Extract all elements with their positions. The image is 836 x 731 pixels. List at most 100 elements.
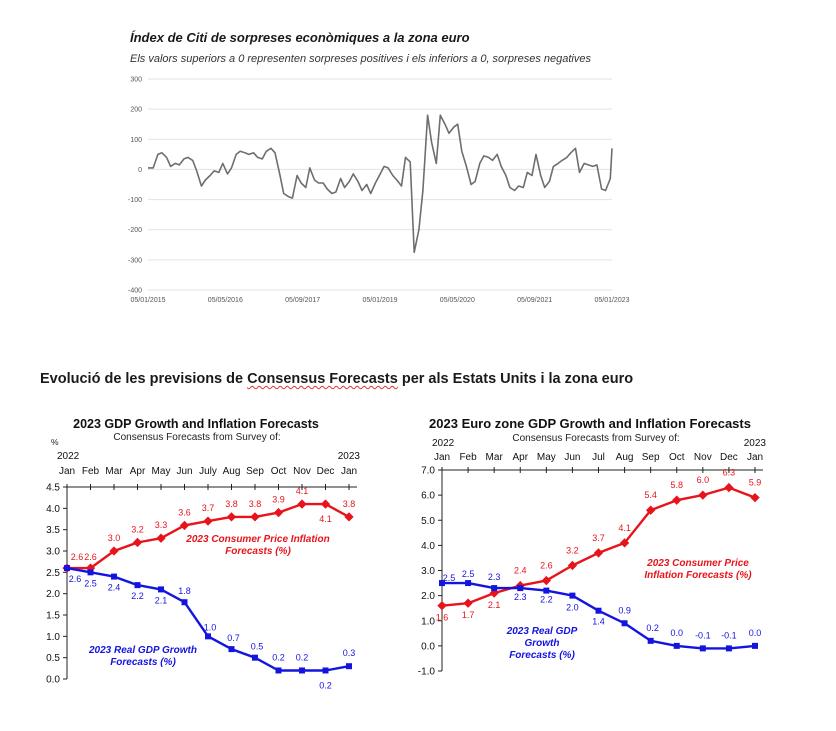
- gdp-data-label: 0.5: [251, 642, 264, 652]
- gdp-data-label: 2.4: [108, 583, 121, 593]
- forecast-month-label: Jun: [176, 466, 192, 477]
- inflation-point: [672, 495, 682, 505]
- gdp-data-label: 0.2: [296, 652, 309, 662]
- citi-y-tick-label: -300: [128, 257, 142, 264]
- citi-y-tick-label: -200: [128, 227, 142, 234]
- inflation-data-label: 2.4: [514, 566, 527, 576]
- forecast-month-label: Feb: [459, 452, 477, 463]
- forecast-month-label: Apr: [512, 452, 528, 463]
- inflation-data-label: 4.1: [319, 514, 332, 524]
- inflation-point: [320, 499, 331, 509]
- forecast-y-tick-label: 7.0: [421, 466, 435, 477]
- inflation-point: [179, 520, 190, 531]
- citi-x-tick-label: 05/01/2019: [362, 297, 397, 304]
- section-title-pre: Evolució de les previsions de: [40, 371, 248, 387]
- citi-x-tick-label: 05/05/2020: [440, 297, 475, 304]
- citi-y-tick-label: 0: [138, 167, 142, 174]
- forecast-y-tick-label: 2.5: [46, 568, 60, 579]
- inflation-point: [437, 601, 447, 611]
- inflation-data-label: 4.1: [618, 523, 631, 533]
- inflation-point: [226, 512, 237, 522]
- forecast-y-tick-label: 1.0: [421, 616, 435, 627]
- inflation-data-label: 2.6: [84, 552, 97, 562]
- gdp-data-label: 2.5: [462, 569, 475, 579]
- forecast-y-tick-label: 0.0: [46, 675, 60, 686]
- inflation-data-label: 3.6: [178, 507, 191, 517]
- gdp-series-name: Forecasts (%): [110, 657, 176, 668]
- forecast-y-tick-label: 4.0: [421, 541, 435, 552]
- inflation-data-label: 3.7: [202, 503, 215, 513]
- gdp-data-label: 1.8: [178, 586, 191, 596]
- forecast-y-tick-label: 3.0: [421, 566, 435, 577]
- inflation-data-label: 6.0: [697, 475, 710, 485]
- forecast-y-tick-label: 4.0: [46, 504, 60, 515]
- gdp-data-label: 2.0: [566, 603, 579, 613]
- gdp-point: [181, 599, 188, 606]
- forecast-y-tick-label: 4.5: [46, 483, 60, 494]
- gdp-series-name: Forecasts (%): [509, 650, 575, 661]
- forecast-chart-subtitle: Consensus Forecasts from Survey of:: [512, 433, 679, 444]
- gdp-point: [64, 565, 70, 572]
- inflation-data-label: 3.8: [249, 499, 262, 509]
- forecast-year-left-label: 2022: [432, 438, 455, 449]
- forecast-y-tick-label: 1.0: [46, 632, 60, 643]
- forecast-month-label: Jun: [564, 452, 580, 463]
- inflation-series-name: Inflation Forecasts (%): [644, 570, 752, 581]
- forecast-month-label: Jan: [747, 452, 763, 463]
- gdp-point: [299, 667, 305, 674]
- gdp-point: [647, 637, 654, 644]
- gdp-data-label: 0.7: [227, 633, 240, 643]
- inflation-data-label: 2.6: [540, 561, 553, 571]
- forecast-y-tick-label: 0.0: [421, 641, 435, 652]
- inflation-series-name: Forecasts (%): [225, 546, 291, 557]
- forecast-month-label: Mar: [486, 452, 504, 463]
- gdp-point: [673, 642, 680, 649]
- inflation-point: [156, 533, 166, 543]
- inflation-data-label: 3.9: [272, 495, 285, 505]
- gdp-data-label: 1.0: [204, 622, 217, 632]
- gdp-point: [595, 607, 602, 614]
- gdp-point: [158, 586, 164, 593]
- inflation-point: [463, 598, 473, 608]
- forecast-month-label: Jan: [434, 452, 450, 463]
- inflation-point: [250, 512, 260, 522]
- forecast-month-label: Dec: [317, 466, 335, 477]
- forecast-year-right-label: 2023: [338, 451, 361, 462]
- forecast-month-label: Apr: [130, 466, 146, 477]
- gdp-point: [439, 580, 445, 587]
- forecast-y-tick-label: 3.0: [46, 547, 60, 558]
- gdp-data-label: 0.2: [272, 652, 285, 662]
- gdp-data-label: 2.5: [84, 578, 97, 588]
- inflation-data-label: 5.4: [644, 490, 657, 500]
- inflation-data-label: 3.3: [155, 520, 168, 530]
- citi-y-tick-label: 100: [130, 137, 142, 144]
- gdp-data-label: 2.2: [540, 595, 553, 605]
- citi-index-line: [148, 114, 613, 254]
- euro-forecast-chart: 2023 Euro zone GDP Growth and Inflation …: [418, 416, 767, 678]
- gdp-point: [569, 592, 576, 599]
- gdp-data-label: 1.4: [592, 617, 605, 627]
- forecast-year-right-label: 2023: [744, 438, 767, 449]
- citi-x-tick-label: 05/09/2021: [517, 297, 552, 304]
- gdp-data-label: 0.0: [670, 628, 683, 638]
- inflation-point: [724, 482, 734, 493]
- forecast-month-label: Aug: [223, 466, 241, 477]
- forecast-y-tick-label: 2.0: [46, 589, 60, 600]
- citi-y-tick-label: 300: [130, 77, 142, 84]
- gdp-point: [346, 663, 352, 670]
- inflation-data-label: 6.3: [723, 468, 736, 478]
- inflation-data-label: 1.7: [462, 610, 475, 620]
- forecast-chart-subtitle: Consensus Forecasts from Survey of:: [113, 432, 280, 443]
- inflation-data-label: 5.8: [670, 480, 683, 490]
- forecast-month-label: Sep: [642, 452, 660, 463]
- gdp-series-name: 2023 Real GDP: [506, 626, 578, 637]
- gdp-data-label: 2.6: [69, 574, 82, 584]
- citi-chart-subtitle: Els valors superiors a 0 representen sor…: [130, 53, 591, 65]
- inflation-point: [203, 516, 213, 526]
- inflation-point: [297, 499, 307, 509]
- inflation-data-label: 3.2: [131, 524, 144, 534]
- citi-x-tick-label: 05/05/2016: [208, 297, 243, 304]
- inflation-point: [273, 507, 284, 518]
- citi-x-tick-label: 05/01/2023: [594, 297, 629, 304]
- forecast-month-label: Nov: [694, 452, 712, 463]
